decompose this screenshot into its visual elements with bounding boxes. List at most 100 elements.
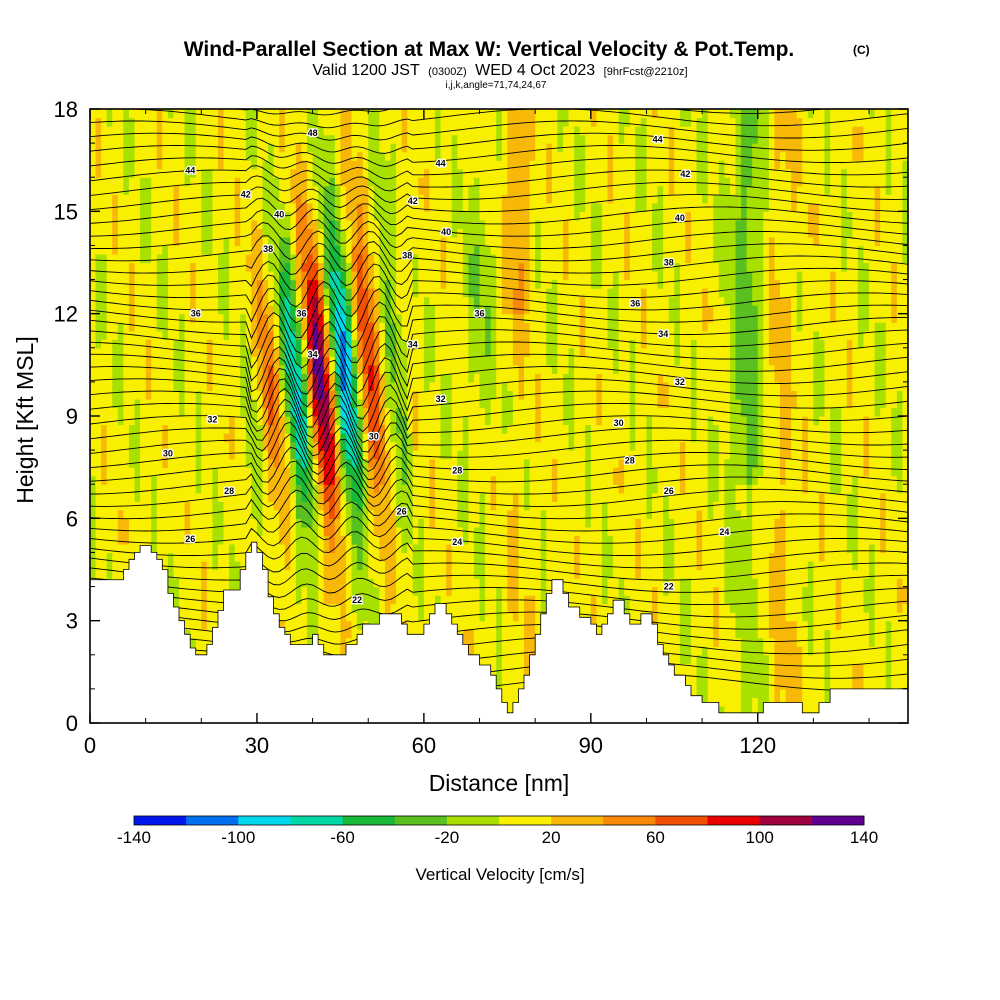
velocity-cell: [156, 424, 163, 434]
velocity-cell: [312, 236, 319, 247]
velocity-cell: [101, 177, 108, 187]
velocity-cell: [173, 450, 180, 460]
velocity-cell: [90, 364, 97, 374]
velocity-cell: [318, 620, 325, 630]
velocity-cell: [340, 322, 347, 332]
velocity-cell: [201, 433, 208, 443]
velocity-cell: [351, 219, 358, 229]
velocity-cell: [134, 526, 141, 536]
velocity-cell: [390, 279, 397, 289]
velocity-cell: [295, 458, 303, 468]
velocity-cell: [446, 313, 453, 323]
velocity-cell: [401, 543, 408, 554]
velocity-cell: [418, 262, 425, 272]
velocity-cell: [418, 560, 425, 571]
velocity-cell: [201, 492, 208, 502]
velocity-cell: [357, 253, 364, 264]
velocity-cell: [190, 578, 197, 588]
velocity-cell: [90, 509, 97, 519]
velocity-cell: [390, 569, 397, 579]
velocity-cell: [340, 458, 347, 468]
velocity-cell: [368, 194, 375, 204]
velocity-cell: [379, 569, 386, 579]
velocity-cell: [368, 151, 375, 161]
velocity-cell: [295, 433, 303, 443]
velocity-cell: [362, 450, 369, 460]
velocity-cell: [435, 347, 442, 357]
velocity-cell: [446, 509, 453, 519]
velocity-cell: [273, 433, 280, 443]
velocity-cell: [134, 109, 141, 119]
velocity-cell: [284, 279, 291, 289]
velocity-cell: [440, 407, 447, 417]
velocity-cell: [101, 126, 108, 136]
velocity-cell: [334, 398, 341, 409]
velocity-cell: [212, 109, 219, 119]
velocity-cell: [134, 134, 141, 144]
velocity-cell: [206, 253, 214, 264]
velocity-cell: [184, 552, 191, 562]
velocity-cell: [312, 501, 319, 511]
velocity-cell: [268, 347, 275, 357]
velocity-cell: [301, 330, 308, 340]
velocity-cell: [451, 296, 458, 306]
velocity-cell: [295, 467, 303, 477]
velocity-cell: [123, 535, 130, 545]
velocity-cell: [123, 168, 130, 178]
velocity-cell: [462, 629, 469, 639]
velocity-cell: [256, 518, 264, 528]
velocity-cell: [262, 322, 269, 332]
velocity-cell: [279, 279, 286, 289]
velocity-cell: [418, 381, 425, 392]
velocity-cell: [412, 330, 419, 340]
velocity-cell: [379, 416, 386, 426]
velocity-cell: [318, 134, 325, 144]
velocity-cell: [312, 578, 319, 588]
velocity-cell: [396, 313, 403, 323]
velocity-cell: [368, 441, 375, 451]
velocity-cell: [307, 305, 314, 315]
velocity-cell: [145, 117, 152, 127]
velocity-cell: [284, 390, 291, 400]
velocity-cell: [373, 228, 380, 238]
velocity-cell: [407, 578, 414, 588]
velocity-cell: [373, 586, 380, 596]
velocity-cell: [446, 339, 453, 349]
velocity-cell: [384, 143, 392, 153]
velocity-cell: [167, 160, 175, 170]
velocity-cell: [223, 271, 230, 281]
velocity-cell: [334, 194, 341, 204]
velocity-cell: [240, 279, 247, 289]
velocity-cell: [190, 484, 197, 494]
velocity-cell: [240, 492, 247, 502]
velocity-cell: [357, 407, 364, 417]
velocity-cell: [457, 373, 464, 383]
velocity-cell: [173, 356, 180, 366]
velocity-cell: [423, 509, 431, 519]
velocity-cell: [384, 467, 392, 477]
velocity-cell: [284, 236, 291, 247]
velocity-cell: [195, 313, 202, 323]
velocity-cell: [468, 467, 475, 477]
velocity-cell: [106, 339, 113, 349]
velocity-cell: [123, 492, 130, 502]
velocity-cell: [390, 407, 397, 417]
velocity-cell: [167, 381, 175, 392]
velocity-cell: [273, 560, 280, 571]
velocity-cell: [284, 535, 291, 545]
velocity-cell: [340, 509, 347, 519]
velocity-cell: [290, 543, 297, 554]
velocity-cell: [379, 288, 386, 298]
velocity-cell: [295, 356, 303, 366]
velocity-cell: [117, 356, 124, 366]
velocity-cell: [323, 475, 330, 485]
velocity-cell: [295, 535, 303, 545]
velocity-cell: [435, 569, 442, 579]
velocity-cell: [184, 202, 191, 212]
velocity-cell: [295, 560, 303, 571]
velocity-cell: [140, 347, 147, 357]
velocity-cell: [323, 109, 330, 119]
velocity-cell: [212, 245, 219, 255]
velocity-cell: [290, 526, 297, 536]
velocity-cell: [279, 501, 286, 511]
